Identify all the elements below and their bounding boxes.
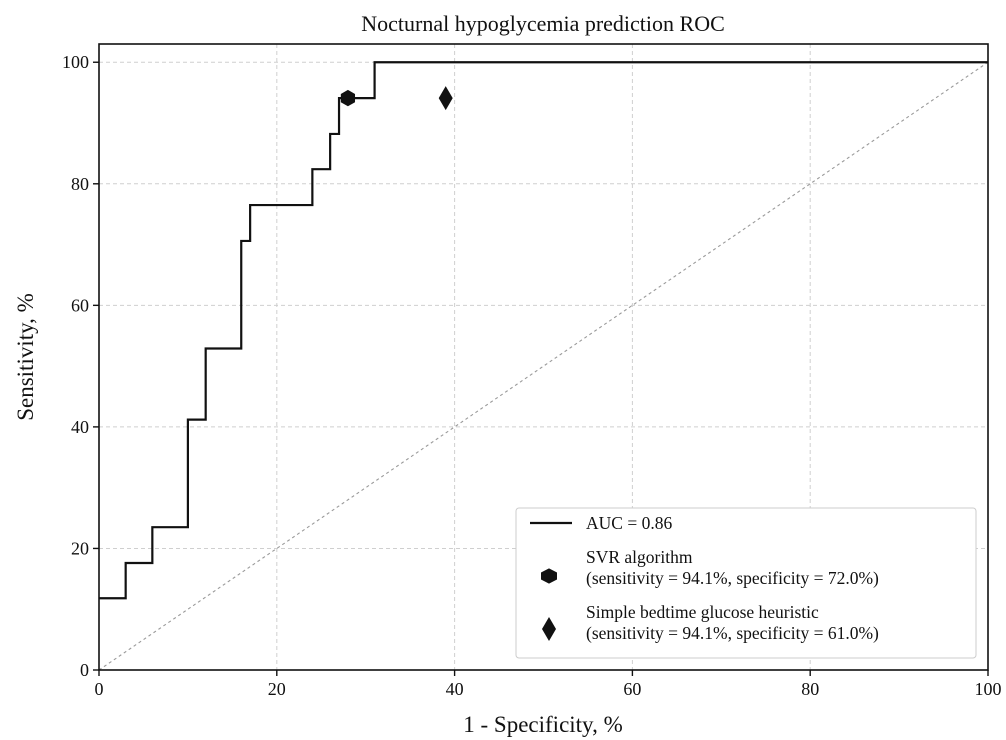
chart-title: Nocturnal hypoglycemia prediction ROC [361,11,725,36]
legend-heuristic-detail: (sensitivity = 94.1%, specificity = 61.0… [586,623,879,643]
y-tick-label: 60 [71,295,89,315]
y-tick-label: 40 [71,417,89,437]
legend-svr-label: SVR algorithm [586,547,693,567]
x-tick-label: 40 [446,679,464,699]
legend-roc-label: AUC = 0.86 [586,513,672,533]
x-tick-label: 60 [623,679,641,699]
y-tick-label: 20 [71,538,89,558]
heuristic-point-marker [439,86,453,110]
legend-heuristic-label: Simple bedtime glucose heuristic [586,602,819,622]
legend: AUC = 0.86 SVR algorithm (sensitivity = … [516,508,976,658]
x-tick-label: 0 [95,679,104,699]
x-axis-label: 1 - Specificity, % [463,712,622,737]
y-tick-label: 100 [62,52,89,72]
x-tick-label: 80 [801,679,819,699]
y-tick-label: 0 [80,660,89,680]
y-tick-label: 80 [71,174,89,194]
x-tick-label: 20 [268,679,286,699]
x-tick-label: 100 [975,679,1002,699]
legend-svr-detail: (sensitivity = 94.1%, specificity = 72.0… [586,568,879,588]
svr-point-marker [341,90,355,106]
y-axis-label: Sensitivity, % [13,293,38,421]
